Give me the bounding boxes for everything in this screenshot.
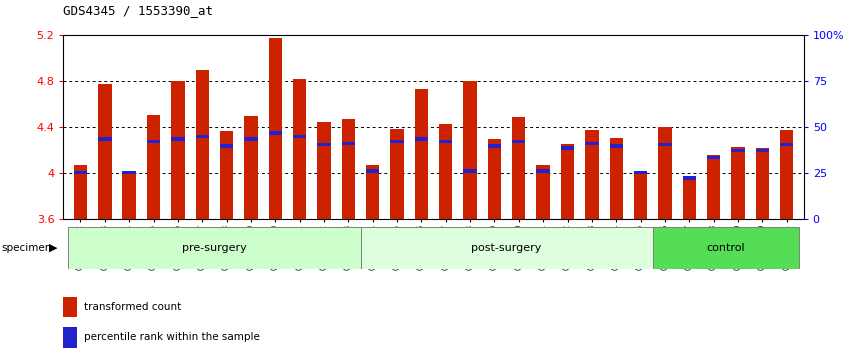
Text: pre-surgery: pre-surgery [182,243,247,253]
Bar [683,179,696,219]
Bar [244,137,258,141]
Text: GDS4345 / 1553390_at: GDS4345 / 1553390_at [63,4,213,17]
Bar [74,171,87,174]
Bar [464,170,477,173]
Bar [293,135,306,138]
Bar [561,143,574,219]
Bar [268,131,282,135]
Bar [342,119,355,219]
Bar [69,227,360,269]
Bar [731,149,744,152]
Bar [780,130,794,219]
Bar [415,90,428,219]
Bar [171,81,184,219]
Bar [366,170,379,173]
Bar [123,171,136,219]
Text: percentile rank within the sample: percentile rank within the sample [85,332,261,342]
Bar [390,139,404,143]
Bar [707,155,720,219]
Bar [707,156,720,159]
Bar [464,81,477,219]
Bar [585,130,599,219]
Bar [683,176,696,180]
Bar [780,143,794,147]
Bar [244,116,258,219]
Bar [317,143,331,147]
Bar [512,117,525,219]
Text: ▶: ▶ [49,243,58,253]
Bar [536,165,550,219]
Bar [98,137,112,141]
Bar [653,227,799,269]
Bar [293,79,306,219]
Text: control: control [706,243,745,253]
Bar [360,227,653,269]
Bar [220,144,233,148]
Bar [634,171,647,174]
Bar [658,127,672,219]
Bar [731,147,744,219]
Bar [195,70,209,219]
Bar [195,135,209,138]
Bar [98,84,112,219]
Bar [439,124,453,219]
Bar [755,149,769,152]
Bar [390,129,404,219]
Bar [123,171,136,174]
Text: specimen: specimen [2,243,52,253]
Bar [147,115,160,219]
Bar [366,165,379,219]
Bar [439,139,453,143]
Bar [147,139,160,143]
Bar [536,170,550,173]
Bar [512,139,525,143]
Bar [220,131,233,219]
Bar [585,142,599,145]
Bar [634,172,647,219]
Text: post-surgery: post-surgery [471,243,541,253]
Bar [63,297,77,317]
Bar [658,143,672,147]
Bar [415,137,428,141]
Bar [171,137,184,141]
Bar [609,138,623,219]
Bar [268,38,282,219]
Bar [317,122,331,219]
Bar [755,148,769,219]
Bar [63,327,77,348]
Bar [561,147,574,150]
Bar [74,165,87,219]
Text: transformed count: transformed count [85,302,182,312]
Bar [488,144,501,148]
Bar [609,144,623,148]
Bar [488,139,501,219]
Bar [342,142,355,145]
